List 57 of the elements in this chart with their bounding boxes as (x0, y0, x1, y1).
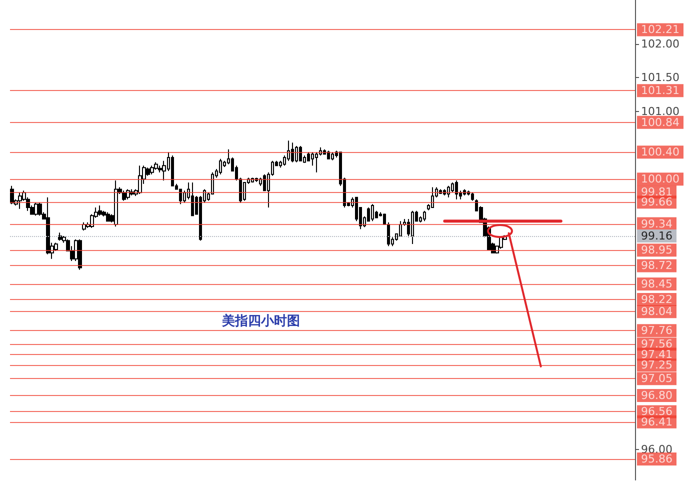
candlestick (315, 152, 318, 173)
ref-line-label: 95.86 (641, 452, 672, 466)
candlestick (122, 190, 126, 202)
candlestick (114, 180, 118, 227)
ref-line-label: 96.80 (641, 388, 672, 402)
candlestick (423, 210, 426, 222)
ref-line-label: 102.21 (641, 23, 680, 36)
candlestick (38, 202, 42, 216)
candlestick (243, 182, 246, 202)
ref-line-label: 100.84 (641, 116, 680, 129)
candlestick (154, 162, 158, 170)
ref-line-label: 98.95 (641, 244, 672, 257)
ref-line-label: 99.66 (641, 196, 672, 209)
candlestick (299, 146, 302, 162)
candlestick (191, 182, 194, 216)
candlestick (307, 152, 310, 162)
candlestick (499, 236, 503, 250)
ref-line-label: 98.72 (641, 259, 672, 272)
candlestick (150, 165, 154, 175)
ref-line-label: 101.31 (641, 84, 680, 98)
ref-line-label: 97.05 (641, 372, 672, 386)
candlestick (431, 186, 434, 208)
ref-line-label: 99.81 (641, 186, 672, 198)
annotation: 美指四小时图 (221, 313, 300, 329)
candlestick (371, 204, 374, 222)
y-tick-label: 101.00 (641, 105, 680, 118)
candlestick (471, 192, 474, 202)
candlestick (106, 212, 110, 222)
candlestick (58, 232, 62, 242)
y-tick-label: 101.50 (641, 71, 680, 84)
candlestick (387, 222, 390, 247)
candlestick (411, 210, 414, 245)
ref-line-label: 98.04 (641, 305, 672, 318)
candlestick (295, 146, 298, 163)
ref-line-label: 98.22 (641, 292, 672, 306)
candlestick (331, 152, 334, 161)
ref-line-label: 99.34 (641, 217, 672, 230)
candlestick (291, 142, 294, 163)
candlestick (138, 165, 142, 195)
candlestick (18, 192, 22, 210)
candlestick (171, 154, 174, 186)
candlestick (383, 213, 386, 225)
candlestick (219, 158, 222, 175)
candlestick (98, 205, 102, 216)
candlestick (46, 196, 50, 255)
ref-line-label: 97.76 (641, 324, 672, 338)
candlestick (34, 202, 38, 216)
y-tick-label: 102.00 (641, 37, 680, 50)
ref-line-label: 98.45 (641, 277, 672, 290)
candlestick (399, 220, 402, 236)
candlestick (287, 140, 290, 162)
ref-line-label: 100.00 (641, 172, 680, 186)
ref-line-label: 97.25 (641, 358, 672, 372)
ref-line-label: 99.16 (641, 229, 672, 242)
candlestick (78, 238, 82, 270)
candlestick (455, 180, 458, 200)
ref-line-label: 100.40 (641, 146, 680, 159)
